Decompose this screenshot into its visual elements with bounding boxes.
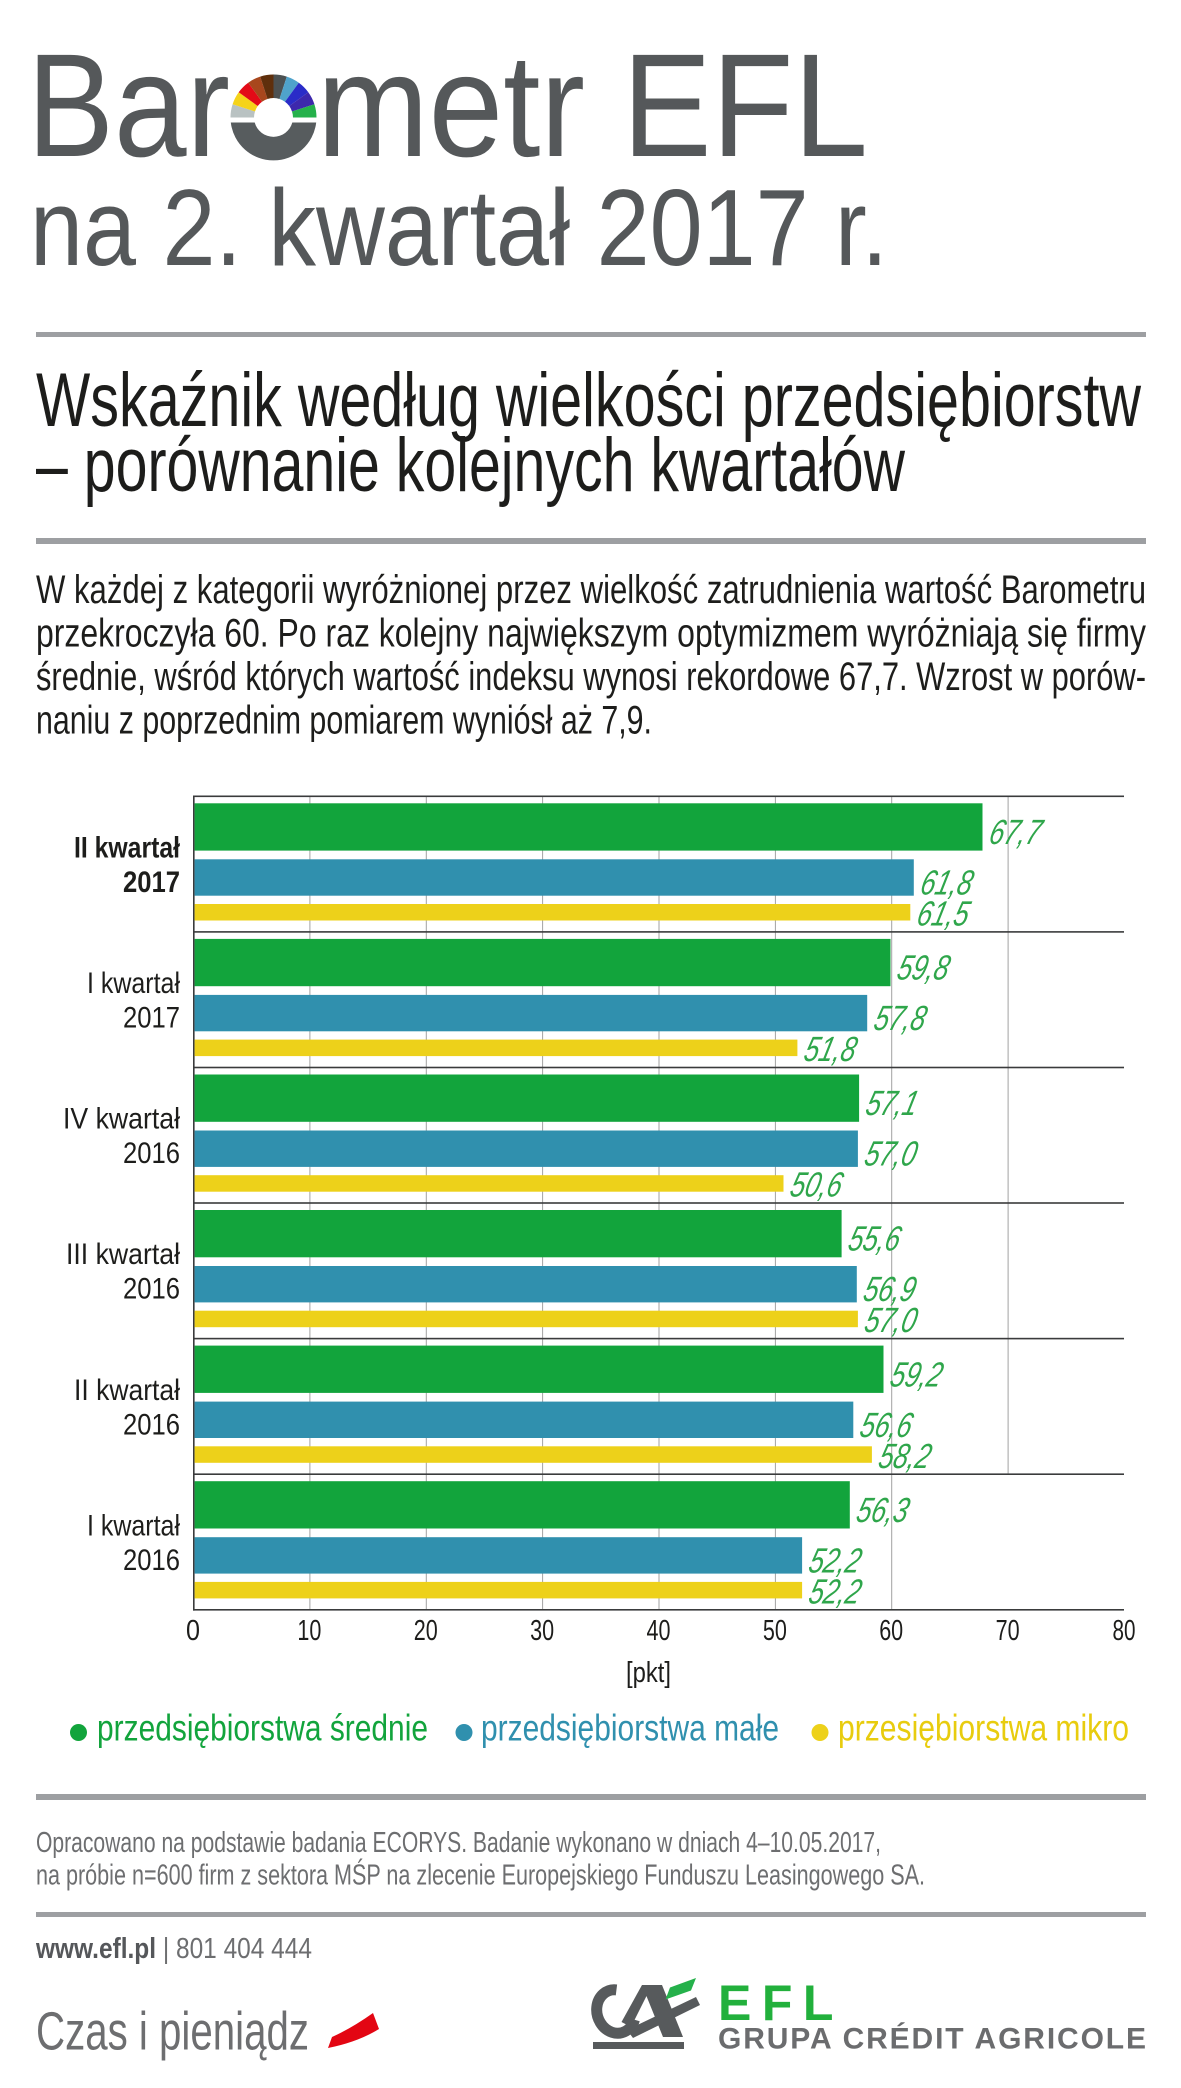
svg-text:52,2: 52,2 — [805, 1541, 866, 1580]
svg-text:57,0: 57,0 — [861, 1301, 922, 1340]
svg-text:2016: 2016 — [123, 1408, 180, 1441]
svg-text:57,1: 57,1 — [862, 1084, 923, 1123]
svg-text:80: 80 — [1113, 1615, 1136, 1647]
svg-text:50: 50 — [763, 1615, 787, 1647]
svg-text:40: 40 — [647, 1615, 671, 1647]
svg-text:Wskaźnik według wielkości prze: Wskaźnik według wielkości przedsiębiorst… — [36, 358, 1142, 443]
svg-text:IV kwartał: IV kwartał — [63, 1103, 180, 1136]
svg-text:2017: 2017 — [123, 866, 180, 899]
svg-text:W każdej z kategorii wyróżnion: W każdej z kategorii wyróżnionej przez w… — [36, 568, 1146, 612]
svg-text:średnie, wśród których wartość: średnie, wśród których wartość indeksu w… — [36, 655, 1146, 699]
svg-text:[pkt]: [pkt] — [626, 1657, 671, 1689]
svg-text:III kwartał: III kwartał — [66, 1238, 180, 1271]
svg-text:naniu z poprzednim pomiarem wy: naniu z poprzednim pomiarem wyniósł aż 7… — [36, 699, 652, 743]
svg-text:58,2: 58,2 — [875, 1436, 936, 1475]
svg-text:2017: 2017 — [123, 1002, 180, 1035]
svg-text:20: 20 — [414, 1615, 438, 1647]
svg-text:51,8: 51,8 — [800, 1030, 861, 1069]
svg-text:www.efl.pl | 801 404 444: www.efl.pl | 801 404 444 — [35, 1933, 312, 1965]
svg-text:2016: 2016 — [123, 1544, 180, 1577]
svg-text:61,5: 61,5 — [913, 894, 974, 933]
svg-text:przekroczyła 60. Po raz kolejn: przekroczyła 60. Po raz kolejny najwięks… — [36, 612, 1146, 656]
svg-text:metr EFL: metr EFL — [317, 24, 868, 188]
svg-text:Bar: Bar — [27, 24, 230, 188]
svg-text:70: 70 — [996, 1615, 1020, 1647]
svg-text:II kwartał: II kwartał — [74, 832, 181, 865]
svg-text:na 2. kwartał 2017 r.: na 2. kwartał 2017 r. — [30, 167, 888, 289]
svg-text:EFL: EFL — [718, 1975, 844, 2031]
svg-text:Czas i pieniądz: Czas i pieniądz — [36, 2002, 309, 2062]
svg-text:57,0: 57,0 — [861, 1134, 922, 1173]
svg-text:przedsiębiorstwa średnie: przedsiębiorstwa średnie — [97, 1708, 428, 1749]
svg-text:56,3: 56,3 — [853, 1490, 914, 1529]
svg-text:Opracowano na podstawie badani: Opracowano na podstawie badania ECORYS. … — [36, 1827, 881, 1859]
svg-text:– porównanie kolejnych kwartał: – porównanie kolejnych kwartałów — [36, 423, 906, 508]
svg-text:55,6: 55,6 — [845, 1219, 906, 1258]
svg-text:67,7: 67,7 — [986, 812, 1048, 851]
svg-text:61,8: 61,8 — [917, 863, 978, 902]
svg-text:50,6: 50,6 — [787, 1165, 848, 1204]
svg-text:59,8: 59,8 — [894, 948, 955, 987]
svg-text:0: 0 — [186, 1615, 200, 1647]
svg-text:56,6: 56,6 — [856, 1405, 917, 1444]
svg-text:56,9: 56,9 — [860, 1270, 921, 1309]
svg-text:I kwartał: I kwartał — [87, 967, 180, 1000]
svg-text:10: 10 — [297, 1615, 321, 1647]
svg-text:na próbie n=600 firm z sektora: na próbie n=600 firm z sektora MŚP na zl… — [36, 1858, 925, 1892]
svg-text:30: 30 — [530, 1615, 554, 1647]
svg-text:GRUPA CRÉDIT AGRICOLE: GRUPA CRÉDIT AGRICOLE — [718, 2022, 1146, 2056]
svg-text:60: 60 — [879, 1615, 903, 1647]
svg-text:57,8: 57,8 — [870, 999, 931, 1038]
svg-text:II kwartał: II kwartał — [74, 1374, 180, 1407]
svg-text:przesiębiorstwa mikro: przesiębiorstwa mikro — [838, 1708, 1129, 1749]
svg-text:2016: 2016 — [123, 1273, 180, 1306]
svg-text:I kwartał: I kwartał — [87, 1509, 180, 1542]
svg-text:59,2: 59,2 — [887, 1355, 948, 1394]
svg-text:2016: 2016 — [123, 1137, 180, 1170]
svg-text:przedsiębiorstwa małe: przedsiębiorstwa małe — [481, 1708, 779, 1749]
svg-text:52,2: 52,2 — [805, 1572, 866, 1611]
